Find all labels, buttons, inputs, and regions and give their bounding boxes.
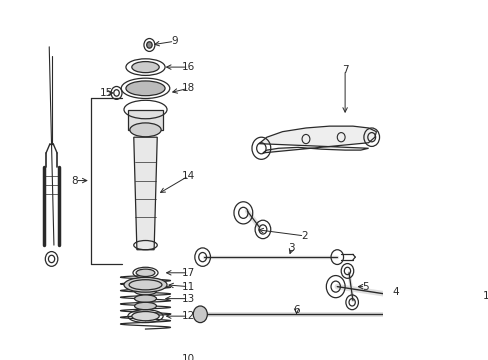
Text: 15: 15 [100, 88, 113, 98]
Text: 1: 1 [482, 291, 488, 301]
Ellipse shape [134, 288, 156, 295]
Ellipse shape [457, 272, 466, 283]
Text: 2: 2 [301, 231, 307, 241]
Polygon shape [415, 248, 469, 331]
Text: 10: 10 [182, 354, 195, 360]
Text: 13: 13 [182, 294, 195, 303]
Ellipse shape [132, 62, 159, 73]
Ellipse shape [136, 269, 155, 276]
Ellipse shape [424, 318, 433, 329]
Ellipse shape [130, 123, 161, 137]
Text: 17: 17 [182, 268, 195, 278]
Ellipse shape [457, 304, 466, 315]
Ellipse shape [132, 311, 159, 321]
Text: 9: 9 [171, 36, 178, 46]
Ellipse shape [193, 306, 207, 323]
Polygon shape [128, 109, 163, 130]
Ellipse shape [420, 293, 433, 308]
Ellipse shape [124, 278, 167, 292]
Polygon shape [259, 126, 376, 153]
Ellipse shape [146, 42, 152, 48]
Polygon shape [134, 137, 157, 250]
Text: 14: 14 [182, 171, 195, 181]
Ellipse shape [126, 81, 165, 96]
Text: 7: 7 [341, 65, 348, 75]
Ellipse shape [134, 295, 156, 302]
Text: 4: 4 [392, 287, 399, 297]
Text: 3: 3 [288, 243, 295, 253]
Text: 18: 18 [182, 83, 195, 93]
Text: 8: 8 [72, 176, 78, 185]
Text: 5: 5 [362, 282, 368, 292]
Text: 6: 6 [293, 305, 299, 315]
Text: 16: 16 [182, 62, 195, 72]
Ellipse shape [424, 258, 433, 269]
Text: 11: 11 [182, 282, 195, 292]
Ellipse shape [427, 274, 461, 314]
Ellipse shape [134, 302, 156, 310]
Text: 12: 12 [182, 311, 195, 321]
Ellipse shape [433, 281, 454, 307]
